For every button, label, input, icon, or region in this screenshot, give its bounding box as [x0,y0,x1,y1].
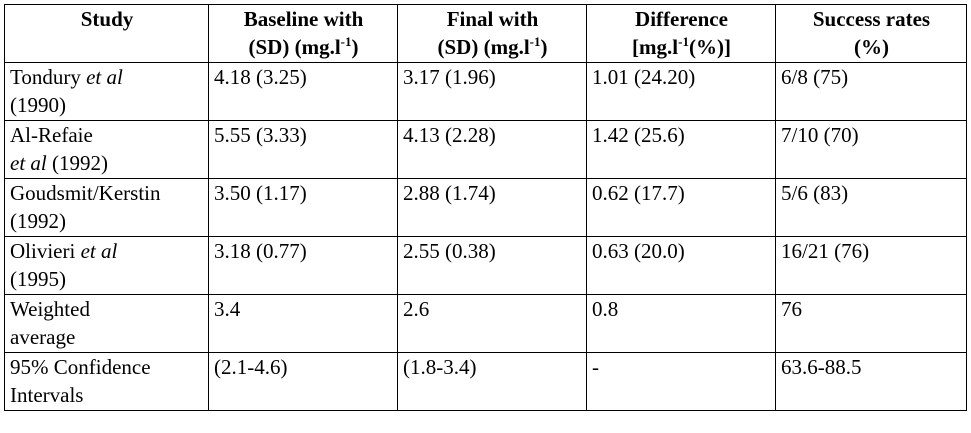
cell-success: 7/10 (70) [775,120,967,179]
cell-difference: 1.01 (24.20) [586,62,776,121]
header-difference-line1: Difference [635,7,728,31]
header-success-line2: (%) [854,35,889,59]
cell-study: Weighted average [4,294,209,353]
cell-baseline: (2.1-4.6) [208,352,398,411]
header-success-line1: Success rates [812,7,931,31]
table-row: Goudsmit/Kerstin (1992) 3.50 (1.17) 2.88… [4,178,967,237]
cell-final: 2.6 [397,294,587,353]
table-row: Olivieri et al (1995) 3.18 (0.77) 2.55 (… [4,236,967,295]
cell-baseline: 5.55 (3.33) [208,120,398,179]
cell-final: (1.8-3.4) [397,352,587,411]
cell-difference: 0.8 [586,294,776,353]
cell-final: 2.88 (1.74) [397,178,587,237]
header-difference: Difference [mg.l-1(%)] [586,4,776,63]
header-baseline-unit: (SD) (mg.l [248,35,341,59]
header-difference-line2: [mg.l-1(%)] [592,33,771,61]
study-year: (1995) [10,267,66,291]
header-study-label: Study [80,7,134,31]
header-baseline-line1: Baseline with [243,7,364,31]
header-difference-unit: [mg.l [632,35,679,59]
cell-study: Al-Refaie et al (1992) [4,120,209,179]
cell-final: 2.55 (0.38) [397,236,587,295]
header-final-line2: (SD) (mg.l-1) [403,33,582,61]
cell-baseline: 4.18 (3.25) [208,62,398,121]
study-year: (1990) [10,93,66,117]
cell-baseline: 3.50 (1.17) [208,178,398,237]
study-name: Olivieri [10,239,81,263]
study-et-al: et al [10,151,47,175]
cell-success: 16/21 (76) [775,236,967,295]
header-row: Study Baseline with (SD) (mg.l-1) Final … [4,4,967,63]
row-label-line2: Intervals [10,383,84,407]
table-row-confidence-intervals: 95% Confidence Intervals (2.1-4.6) (1.8-… [4,352,967,411]
cell-difference: - [586,352,776,411]
study-line1: Olivieri et al [10,238,204,266]
study-line1: Tondury et al [10,64,204,92]
results-table: Study Baseline with (SD) (mg.l-1) Final … [4,4,967,411]
study-year: (1992) [10,209,66,233]
header-final-line1: Final with [446,7,539,31]
cell-difference: 0.62 (17.7) [586,178,776,237]
cell-study: Goudsmit/Kerstin (1992) [4,178,209,237]
header-baseline-line2: (SD) (mg.l-1) [214,33,393,61]
cell-difference: 1.42 (25.6) [586,120,776,179]
header-success: Success rates (%) [775,4,967,63]
header-study: Study [4,4,209,63]
table-row-weighted-average: Weighted average 3.4 2.6 0.8 76 [4,294,967,353]
cell-success: 6/8 (75) [775,62,967,121]
cell-difference: 0.63 (20.0) [586,236,776,295]
study-et-al: et al [80,239,118,263]
header-final-close: ) [540,35,548,59]
header-final-unit: (SD) (mg.l [437,35,530,59]
study-et-al: et al [86,65,123,89]
cell-final: 4.13 (2.28) [397,120,587,179]
header-final-exponent: -1 [529,34,541,49]
cell-success: 63.6-88.5 [775,352,967,411]
study-line2: et al (1992) [10,149,204,177]
cell-success: 76 [775,294,967,353]
header-difference-close: (%)] [688,35,731,59]
cell-baseline: 3.4 [208,294,398,353]
study-name: Goudsmit/Kerstin [10,181,161,205]
row-label-line1: Weighted [10,297,90,321]
study-year: (1992) [46,151,108,175]
header-final: Final with (SD) (mg.l-1) [397,4,587,63]
table-row: Tondury et al (1990) 4.18 (3.25) 3.17 (1… [4,62,967,121]
cell-study: Olivieri et al (1995) [4,236,209,295]
header-baseline-close: ) [351,35,359,59]
table-row: Al-Refaie et al (1992) 5.55 (3.33) 4.13 … [4,120,967,179]
cell-baseline: 3.18 (0.77) [208,236,398,295]
study-name: Tondury [10,65,87,89]
cell-final: 3.17 (1.96) [397,62,587,121]
cell-study: Tondury et al (1990) [4,62,209,121]
row-label-line1: 95% Confidence [10,355,151,379]
header-baseline-exponent: -1 [340,34,352,49]
study-name: Al-Refaie [10,123,93,147]
cell-study: 95% Confidence Intervals [4,352,209,411]
header-baseline: Baseline with (SD) (mg.l-1) [208,4,398,63]
cell-success: 5/6 (83) [775,178,967,237]
header-difference-exponent: -1 [678,34,689,49]
row-label-line2: average [10,325,76,349]
